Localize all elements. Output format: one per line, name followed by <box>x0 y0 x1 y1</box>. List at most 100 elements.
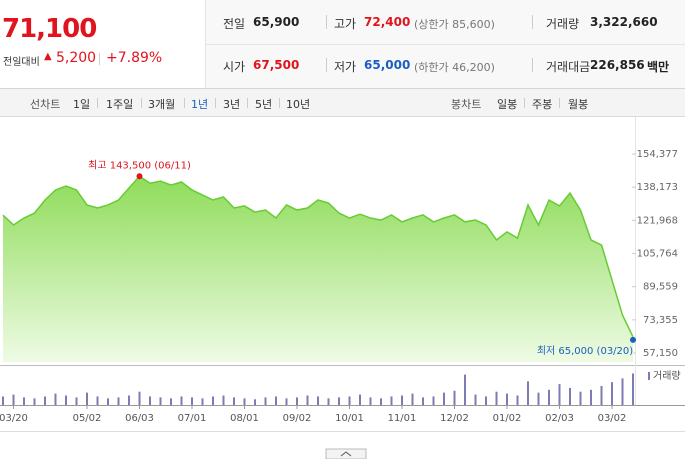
x-tick-label: 12/02 <box>440 413 469 424</box>
volume-bar <box>369 397 372 405</box>
volume-bar <box>569 387 571 405</box>
x-tick-label: 08/01 <box>230 413 259 424</box>
y-tick-label: 73,355 <box>643 315 678 326</box>
tab[interactable]: 1주일 <box>106 98 134 111</box>
volume-bar <box>201 398 204 405</box>
tab[interactable]: 5년 <box>255 98 273 111</box>
tab[interactable]: 3개월 <box>148 98 176 111</box>
tab-group-label: 선차트 <box>30 98 61 111</box>
divider <box>559 98 560 108</box>
stat-value: 65,900 <box>253 15 300 29</box>
stat-value: 72,400 <box>364 15 411 29</box>
volume-bar <box>411 393 414 405</box>
change-label: 전일대비 <box>3 57 40 68</box>
volume-bar <box>579 391 582 405</box>
y-tick-label: 154,377 <box>637 149 678 160</box>
volume-bar <box>348 396 351 405</box>
tab[interactable]: 주봉 <box>532 98 553 111</box>
legend-label: 거래량 <box>653 370 681 382</box>
divider <box>326 15 327 29</box>
volume-bar <box>65 395 67 405</box>
volume-bar <box>296 397 298 405</box>
volume-bar <box>432 396 435 405</box>
volume-bar <box>243 398 246 405</box>
volume-bar <box>159 397 162 405</box>
x-tick-label: 11/01 <box>388 413 417 424</box>
volume-bar <box>632 373 634 405</box>
volume-bar <box>180 396 183 405</box>
tab[interactable]: 월봉 <box>568 98 589 111</box>
volume-bar <box>359 394 361 405</box>
period-tabs: 선차트 1일 1주일 3개월 1년 3년 5년 10년 봉차트 일봉 주봉 월봉 <box>0 89 685 117</box>
volume-bar <box>506 393 508 405</box>
volume-bar <box>44 396 46 405</box>
volume-bar <box>222 395 225 405</box>
volume-bar <box>474 394 477 405</box>
tab[interactable]: 3년 <box>223 98 241 111</box>
stat-label: 저가 <box>334 60 357 74</box>
stat-unit: 백만 <box>647 60 670 74</box>
volume-bar <box>495 391 498 405</box>
y-tick-label: 57,150 <box>643 348 678 359</box>
up-icon: ▲ <box>44 51 52 62</box>
stats-row: 전일 65,900 고가 72,400 (상한가 85,600) 거래량 3,3… <box>206 0 685 45</box>
change: 5,200 <box>56 50 97 66</box>
quote-header: 71,100 전일대비 ▲ 5,200 +7.89% 전일 65,900 고가 … <box>0 0 685 89</box>
stat-value: 65,000 <box>364 58 411 72</box>
stat-label: 거래량 <box>546 17 580 31</box>
divider <box>215 98 216 108</box>
volume-bar <box>306 395 309 405</box>
volume-bar <box>611 382 613 405</box>
divider <box>279 98 280 108</box>
volume-bar <box>149 396 151 405</box>
price: 71,100 <box>2 14 97 44</box>
divider <box>532 15 533 29</box>
volume-bar <box>390 396 393 405</box>
volume-bar <box>96 396 99 405</box>
x-tick-label: 03/20 <box>0 413 28 424</box>
stats: 전일 65,900 고가 72,400 (상한가 85,600) 거래량 3,3… <box>205 0 685 88</box>
volume-bar <box>86 392 88 405</box>
stat-value: 226,856 <box>590 58 645 72</box>
volume-bar <box>453 390 456 405</box>
collapse-button[interactable] <box>325 448 367 459</box>
stat-value: 3,322,660 <box>590 15 658 29</box>
volume-bar <box>485 396 487 405</box>
price-area <box>3 176 633 362</box>
y-tick-label: 121,968 <box>637 215 678 226</box>
volume-bar <box>254 399 256 405</box>
volume-bar <box>275 396 277 405</box>
stat-sub: (상한가 85,600) <box>414 18 495 31</box>
volume-bar <box>401 395 403 405</box>
y-tick-label: 105,764 <box>637 248 678 259</box>
tab[interactable]: 일봉 <box>497 98 518 111</box>
x-tick-label: 10/01 <box>335 413 364 424</box>
tab[interactable]: 1일 <box>73 98 91 111</box>
x-tick-label: 07/01 <box>178 413 207 424</box>
stat-label: 시가 <box>223 60 246 74</box>
divider <box>97 98 98 108</box>
tab-selected[interactable]: 1년 <box>191 98 209 111</box>
volume-bar <box>380 398 382 405</box>
x-tick-label: 05/02 <box>73 413 102 424</box>
volume-bar <box>170 398 172 405</box>
stats-row: 시가 67,500 저가 65,000 (하한가 46,200) 거래대금 22… <box>206 44 685 88</box>
y-tick-label: 138,173 <box>637 182 678 193</box>
volume-bar <box>327 398 330 405</box>
legend-icon <box>648 372 650 380</box>
volume-bar <box>285 398 288 405</box>
volume-bar <box>264 397 267 405</box>
volume-bar <box>138 391 141 405</box>
stat-value: 67,500 <box>253 58 300 72</box>
volume-bar <box>548 389 550 405</box>
tab[interactable]: 10년 <box>286 98 311 111</box>
volume-bar <box>233 397 235 405</box>
stat-sub: (하한가 46,200) <box>414 61 495 74</box>
min-marker <box>630 336 636 343</box>
volume-bar <box>527 381 529 405</box>
volume-bar <box>23 397 25 405</box>
change-pct: +7.89% <box>106 50 163 66</box>
volume-bar <box>75 397 78 405</box>
x-tick-label: 03/02 <box>598 413 627 424</box>
